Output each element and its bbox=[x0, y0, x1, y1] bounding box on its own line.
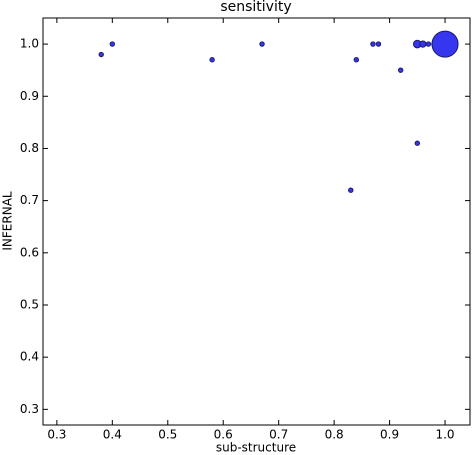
plot-frame bbox=[42, 17, 471, 426]
y-axis-label: INFERNAL bbox=[1, 191, 15, 251]
x-axis-label: sub-structure bbox=[216, 441, 296, 455]
y-tick-label: 0.6 bbox=[20, 245, 39, 259]
x-tick-label: 0.9 bbox=[380, 428, 399, 442]
y-tick-label: 0.7 bbox=[20, 193, 39, 207]
bubble bbox=[348, 187, 354, 193]
x-tick-label: 0.8 bbox=[325, 428, 344, 442]
y-tick-label: 0.5 bbox=[20, 297, 39, 311]
bubble bbox=[425, 41, 432, 47]
y-tick-label: 1.0 bbox=[20, 37, 39, 51]
bubble bbox=[98, 51, 104, 58]
bubble bbox=[375, 41, 382, 47]
x-tick-label: 0.4 bbox=[103, 428, 122, 442]
x-tick-label: 0.7 bbox=[269, 428, 288, 442]
bubble bbox=[109, 41, 116, 47]
bubble bbox=[209, 57, 215, 63]
bubble bbox=[414, 140, 421, 146]
bubble bbox=[419, 40, 427, 48]
x-tick-label: 0.6 bbox=[214, 428, 233, 442]
x-tick-label: 0.5 bbox=[158, 428, 177, 442]
y-tick-label: 0.4 bbox=[20, 350, 39, 364]
bubble bbox=[353, 57, 360, 63]
bubble bbox=[370, 41, 376, 47]
y-tick-label: 0.3 bbox=[20, 402, 39, 416]
x-tick-label: 1.0 bbox=[435, 428, 454, 442]
bubble bbox=[397, 67, 404, 73]
bubble bbox=[431, 30, 459, 58]
y-tick-label: 0.8 bbox=[20, 141, 39, 155]
y-tick-label: 0.9 bbox=[20, 89, 39, 103]
x-tick-label: 0.3 bbox=[47, 428, 66, 442]
bubble bbox=[259, 41, 265, 47]
chart-title: sensitivity bbox=[220, 0, 291, 15]
